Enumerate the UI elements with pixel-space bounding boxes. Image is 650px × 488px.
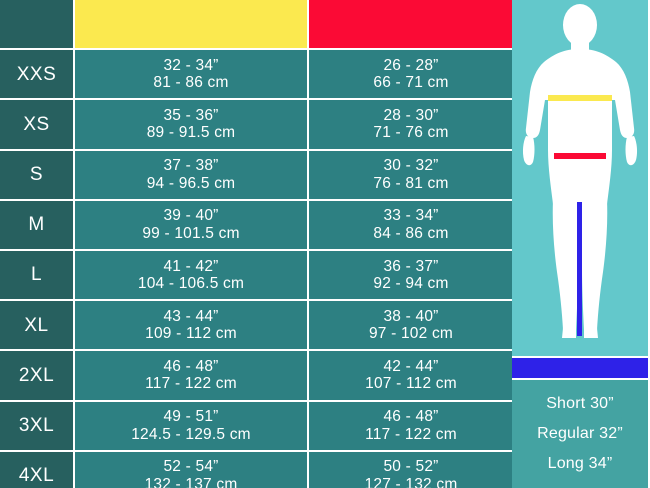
waist-inches: 36 - 37” <box>383 257 439 275</box>
waist-measure-cell: 46 - 48” 117 - 122 cm <box>309 401 513 450</box>
chest-centimeters: 81 - 86 cm <box>153 74 229 92</box>
chest-measure-cell: 43 - 44” 109 - 112 cm <box>75 301 307 350</box>
chest-centimeters: 132 - 137 cm <box>144 475 238 488</box>
chest-measure-cell: 52 - 54” 132 - 137 cm <box>75 451 307 488</box>
chest-inches: 41 - 42” <box>163 257 219 275</box>
waist-measure-cell: 42 - 44” 107 - 112 cm <box>309 351 513 400</box>
waist-measure-cell: 26 - 28” 66 - 71 cm <box>309 50 513 99</box>
table-header-size-cell <box>0 0 73 49</box>
size-label-cell: S <box>0 150 73 199</box>
waist-inches: 33 - 34” <box>383 207 439 225</box>
waist-centimeters: 97 - 102 cm <box>368 325 454 343</box>
chest-measure-cell: 39 - 40” 99 - 101.5 cm <box>75 200 307 249</box>
waist-inches: 26 - 28” <box>383 56 439 74</box>
chest-centimeters: 124.5 - 129.5 cm <box>131 425 251 443</box>
chest-centimeters: 117 - 122 cm <box>145 375 237 393</box>
waist-centimeters: 66 - 71 cm <box>373 74 449 92</box>
size-label-cell: 2XL <box>0 351 73 400</box>
waist-measure-cell: 33 - 34” 84 - 86 cm <box>309 200 513 249</box>
waist-inches: 38 - 40” <box>383 307 439 325</box>
waist-measure-cell: 28 - 30” 71 - 76 cm <box>309 100 513 149</box>
waist-inches: 50 - 52” <box>383 458 439 476</box>
waist-measure-cell: 38 - 40” 97 - 102 cm <box>309 301 513 350</box>
chest-inches: 32 - 34” <box>163 56 219 74</box>
male-body-silhouette-icon <box>522 4 638 338</box>
waist-centimeters: 71 - 76 cm <box>373 124 449 142</box>
size-label-cell: 4XL <box>0 451 73 488</box>
size-label-cell: M <box>0 200 73 249</box>
waist-measure-cell: 50 - 52” 127 - 132 cm <box>309 451 513 488</box>
inseam-color-bar <box>512 358 648 378</box>
waist-centimeters: 84 - 86 cm <box>373 224 449 242</box>
table-header-chest-cell <box>75 0 307 49</box>
chest-centimeters: 94 - 96.5 cm <box>146 174 236 192</box>
waist-centimeters: 127 - 132 cm <box>364 475 458 488</box>
waist-inches: 30 - 32” <box>383 157 439 175</box>
body-figure-panel: Short 30” Regular 32” Long 34” <box>512 0 650 488</box>
chest-centimeters: 109 - 112 cm <box>145 325 237 343</box>
waist-measure-line <box>554 153 606 159</box>
waist-centimeters: 107 - 112 cm <box>365 375 457 393</box>
size-table-panel: XXS 32 - 34” 81 - 86 cm 26 - 28” 66 - 71 cm X… <box>0 0 513 488</box>
chest-measure-line <box>548 95 612 101</box>
chest-centimeters: 99 - 101.5 cm <box>142 224 240 242</box>
size-label-cell: XS <box>0 100 73 149</box>
chest-inches: 35 - 36” <box>163 107 219 125</box>
waist-inches: 46 - 48” <box>383 408 439 426</box>
waist-measure-cell: 30 - 32” 76 - 81 cm <box>309 150 513 199</box>
leg-length-short: Short 30” <box>546 395 614 412</box>
size-label-cell: 3XL <box>0 401 73 450</box>
chest-inches: 39 - 40” <box>163 207 219 225</box>
size-label-cell: XL <box>0 301 73 350</box>
chest-centimeters: 89 - 91.5 cm <box>146 124 236 142</box>
chest-measure-cell: 32 - 34” 81 - 86 cm <box>75 50 307 99</box>
waist-inches: 42 - 44” <box>383 358 439 376</box>
waist-measure-cell: 36 - 37” 92 - 94 cm <box>309 250 513 300</box>
inseam-measure-line <box>577 202 582 336</box>
chest-inches: 37 - 38” <box>163 157 219 175</box>
leg-length-long: Long 34” <box>547 455 613 472</box>
leg-length-legend: Short 30” Regular 32” Long 34” <box>512 380 648 488</box>
leg-length-regular: Regular 32” <box>537 425 623 442</box>
chest-inches: 46 - 48” <box>163 358 219 376</box>
chest-measure-cell: 35 - 36” 89 - 91.5 cm <box>75 100 307 149</box>
chest-inches: 43 - 44” <box>163 307 219 325</box>
size-label-cell: XXS <box>0 50 73 99</box>
figure-illustration-area <box>512 0 648 356</box>
chest-measure-cell: 49 - 51” 124.5 - 129.5 cm <box>75 401 307 450</box>
waist-centimeters: 76 - 81 cm <box>373 174 449 192</box>
size-table: XXS 32 - 34” 81 - 86 cm 26 - 28” 66 - 71 cm X… <box>0 0 513 488</box>
waist-centimeters: 117 - 122 cm <box>365 425 457 443</box>
chest-measure-cell: 46 - 48” 117 - 122 cm <box>75 351 307 400</box>
chest-measure-cell: 37 - 38” 94 - 96.5 cm <box>75 150 307 199</box>
size-label-cell: L <box>0 250 73 300</box>
chest-centimeters: 104 - 106.5 cm <box>137 275 245 293</box>
chest-measure-cell: 41 - 42” 104 - 106.5 cm <box>75 250 307 300</box>
table-header-waist-cell <box>309 0 513 49</box>
waist-centimeters: 92 - 94 cm <box>373 275 449 293</box>
waist-inches: 28 - 30” <box>383 107 439 125</box>
chest-inches: 49 - 51” <box>163 408 219 426</box>
chest-inches: 52 - 54” <box>163 458 219 476</box>
